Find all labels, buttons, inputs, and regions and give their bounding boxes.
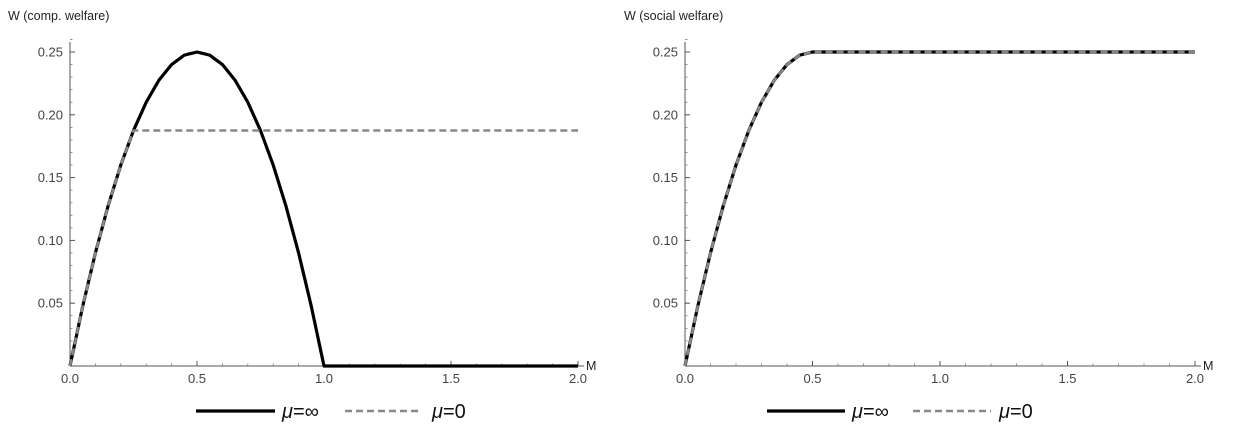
legend-label-value: =0: [1010, 401, 1033, 423]
series-line-mu-infinity: [68, 50, 578, 368]
legend-label-symbol: μ: [281, 401, 293, 423]
y-tick-label: 0.05: [38, 296, 63, 311]
series-line-mu-infinity: [683, 50, 1195, 367]
y-tick-label: 0.10: [653, 233, 678, 248]
x-tick-label: 1.0: [315, 371, 333, 386]
y-tick-label: 0.15: [38, 170, 63, 185]
x-tick-label: 2.0: [1186, 371, 1204, 386]
x-tick-label: 0.5: [803, 371, 821, 386]
y-tick-label: 0.10: [38, 233, 63, 248]
legend-label-value: =∞: [863, 401, 889, 423]
legend-label: μ=∞: [281, 401, 319, 423]
chart-comp-welfare: 0.0 0.5 1.0 1.5 2.0 0.05 0.10 0.15 0.20 0.25 W (co…: [8, 9, 596, 423]
legend-label: μ=0: [998, 401, 1033, 423]
series-line-mu-zero: [68, 129, 578, 367]
x-tick-label: 1.0: [931, 371, 949, 386]
legend-label-symbol: μ: [851, 401, 863, 423]
legend-label: μ=∞: [851, 401, 889, 423]
y-tick-label: 0.20: [38, 107, 63, 122]
legend-label-symbol: μ: [998, 401, 1010, 423]
legend-label-value: =∞: [293, 401, 319, 423]
legend-label: μ=0: [431, 401, 466, 423]
legend-label-symbol: μ: [431, 401, 443, 423]
x-tick-label: 1.5: [442, 371, 460, 386]
legend-label-value: =0: [443, 401, 466, 423]
x-tick-label: 0.5: [188, 371, 206, 386]
y-tick-label: 0.20: [653, 107, 678, 122]
x-axis-label: M: [1203, 359, 1213, 373]
y-axis-label: W (comp. welfare): [8, 9, 109, 23]
x-tick-label: 2.0: [569, 371, 587, 386]
x-tick-label: 0.0: [61, 371, 79, 386]
x-axis-label: M: [586, 359, 596, 373]
y-tick-label: 0.15: [653, 170, 678, 185]
x-tick-label: 0.0: [676, 371, 694, 386]
y-axis-label: W (social welfare): [624, 9, 723, 23]
series-line-mu-zero: [683, 50, 1195, 367]
x-tick-label: 1.5: [1058, 371, 1076, 386]
y-tick-label: 0.25: [653, 45, 678, 60]
chart-social-welfare: 0.0 0.5 1.0 1.5 2.0 0.05 0.10 0.15 0.20 0.25 W (so…: [624, 9, 1213, 423]
y-tick-label: 0.05: [653, 296, 678, 311]
y-tick-label: 0.25: [38, 45, 63, 60]
